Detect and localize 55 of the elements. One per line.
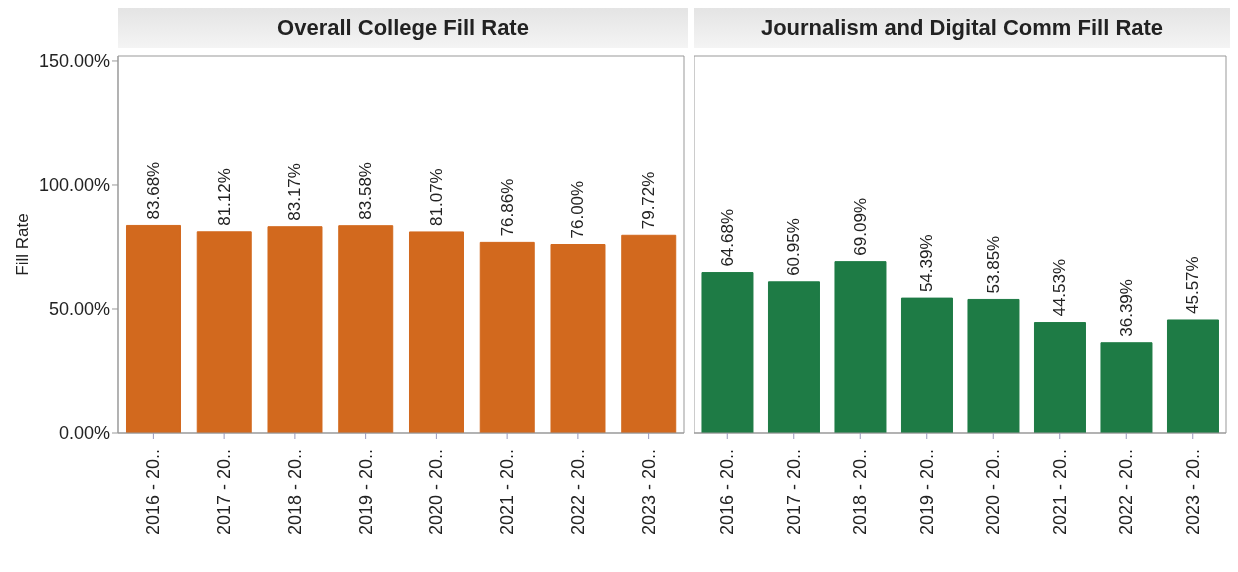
data-label: 64.68% bbox=[717, 208, 737, 267]
bar bbox=[767, 281, 820, 433]
bar bbox=[196, 231, 252, 433]
data-label: 45.57% bbox=[1183, 256, 1203, 314]
y-tick-label: 100.00% bbox=[38, 175, 110, 196]
data-label: 81.07% bbox=[426, 168, 446, 226]
bar bbox=[550, 244, 606, 433]
x-tick-label: 2022 - 20.. bbox=[567, 449, 588, 536]
y-tick-label: 150.00% bbox=[38, 51, 110, 72]
bar bbox=[1166, 319, 1219, 433]
x-tick-label: 2019 - 20.. bbox=[355, 449, 376, 536]
x-tick-label: 2018 - 20.. bbox=[850, 449, 871, 536]
bar bbox=[125, 224, 181, 433]
data-label: 36.39% bbox=[1116, 279, 1136, 337]
x-tick-label: 2017 - 20.. bbox=[214, 449, 235, 536]
bar bbox=[1100, 342, 1153, 433]
data-label: 81.12% bbox=[214, 168, 234, 226]
x-tick-label: 2022 - 20.. bbox=[1116, 449, 1137, 536]
x-tick-label: 2020 - 20.. bbox=[426, 449, 447, 536]
y-tick-label: 50.00% bbox=[48, 299, 110, 320]
data-label: 44.53% bbox=[1050, 258, 1070, 317]
data-label: 79.72% bbox=[639, 171, 659, 230]
bar bbox=[834, 261, 887, 433]
data-label: 83.17% bbox=[285, 163, 305, 221]
x-tick-label: 2018 - 20.. bbox=[284, 449, 305, 536]
x-tick-label: 2017 - 20.. bbox=[783, 449, 804, 536]
data-label: 83.58% bbox=[356, 162, 376, 220]
data-label: 83.68% bbox=[143, 161, 163, 220]
bar bbox=[621, 234, 677, 433]
x-tick-label: 2023 - 20.. bbox=[1182, 449, 1203, 536]
bar bbox=[900, 297, 953, 433]
data-label: 76.00% bbox=[568, 180, 588, 239]
x-tick-label: 2016 - 20.. bbox=[143, 449, 164, 536]
bar bbox=[701, 272, 754, 433]
data-label: 69.09% bbox=[850, 197, 870, 256]
data-label: 60.95% bbox=[784, 218, 804, 276]
chart-title: Overall College Fill Rate bbox=[118, 8, 688, 48]
bar bbox=[408, 231, 464, 433]
x-tick-label: 2016 - 20.. bbox=[717, 449, 738, 536]
x-tick-label: 2023 - 20.. bbox=[638, 449, 659, 536]
bar bbox=[1033, 322, 1086, 433]
bar bbox=[479, 241, 535, 433]
x-tick-label: 2021 - 20.. bbox=[497, 449, 518, 536]
data-label: 54.39% bbox=[917, 234, 937, 293]
y-tick-label: 0.00% bbox=[58, 423, 110, 444]
x-tick-label: 2021 - 20.. bbox=[1049, 449, 1070, 536]
x-tick-label: 2019 - 20.. bbox=[916, 449, 937, 536]
y-axis-title: Fill Rate bbox=[13, 213, 33, 276]
bar bbox=[338, 225, 394, 433]
bar bbox=[267, 226, 323, 433]
chart-title: Journalism and Digital Comm Fill Rate bbox=[694, 8, 1230, 48]
data-label: 76.86% bbox=[497, 178, 517, 237]
bar bbox=[967, 298, 1020, 433]
data-label: 53.85% bbox=[983, 235, 1003, 294]
x-tick-label: 2020 - 20.. bbox=[983, 449, 1004, 536]
